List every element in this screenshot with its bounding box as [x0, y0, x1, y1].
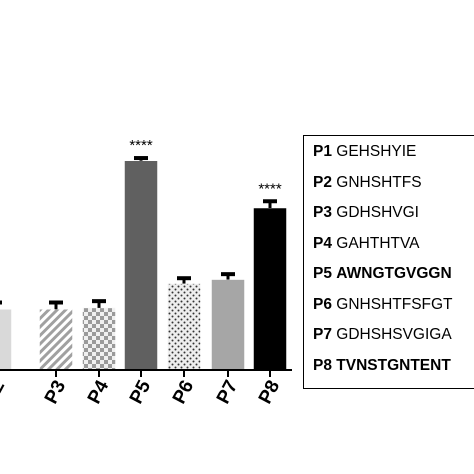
legend-entry-id: P2 — [313, 173, 332, 191]
error-bar-p4 — [92, 299, 106, 308]
bar-p2 — [0, 309, 12, 371]
x-tick-label-p3: P3 — [41, 377, 70, 407]
error-bar-p3 — [49, 300, 63, 310]
error-bar-p6 — [177, 276, 191, 284]
legend-entry-id: P8 — [313, 356, 332, 374]
legend-entry-p2: P2 GNHSHTFS — [313, 174, 422, 192]
error-bar-p8 — [263, 199, 277, 208]
bar-p3 — [39, 309, 73, 371]
bar-p4 — [82, 307, 116, 371]
x-tick-label-p8: P8 — [255, 377, 284, 407]
bar-p6 — [167, 283, 201, 371]
x-tick-label-p2: P2 — [0, 377, 9, 407]
legend-entry-p6: P6 GNHSHTFSFGT — [313, 296, 453, 314]
error-bar-p2 — [0, 300, 2, 305]
legend-entry-id: P3 — [313, 204, 332, 221]
legend-entry-sequence: GDHSHVGI — [336, 204, 419, 221]
legend-entry-sequence: GAHTHTVA — [336, 234, 420, 252]
x-tick-label-p6: P6 — [169, 377, 198, 407]
legend-box: P1 GEHSHYIE P2 GNHSHTFS P3 GDHSHVGI P4 GAHT… — [303, 135, 474, 389]
legend-entry-id: P7 — [313, 326, 332, 343]
bar-p7 — [211, 279, 245, 371]
x-tick-label-p7: P7 — [213, 377, 242, 407]
legend-entry-id: P5 — [313, 265, 332, 282]
bar-p8 — [253, 207, 287, 371]
legend-entry-sequence: AWNGTGVGGN — [336, 265, 452, 282]
legend-entry-id: P4 — [313, 234, 332, 252]
significance-label-p8: **** — [258, 180, 282, 197]
significance-label-p5: **** — [129, 137, 153, 154]
error-bar-p5 — [134, 156, 148, 161]
error-bar-p7 — [221, 272, 235, 280]
bar-p5 — [124, 160, 158, 371]
legend-entry-sequence: GEHSHYIE — [336, 143, 417, 160]
legend-entry-p7: P7 GDHSHSVGIGA — [313, 326, 452, 344]
legend-entry-sequence: GDHSHSVGIGA — [336, 326, 452, 343]
legend-entry-p1: P1 GEHSHYIE — [313, 143, 416, 161]
legend-entry-p5: P5 AWNGTGVGGN — [313, 265, 452, 283]
legend-entry-p3: P3 GDHSHVGI — [313, 204, 419, 222]
legend-entry-sequence: GNHSHTFS — [336, 173, 422, 191]
x-tick-label-p5: P5 — [126, 377, 156, 408]
legend-entry-id: P1 — [313, 143, 332, 160]
legend-entry-p4: P4 GAHTHTVA — [313, 235, 420, 253]
x-tick-label-p4: P4 — [84, 377, 114, 408]
legend-entry-id: P6 — [313, 295, 332, 313]
legend-entry-p8: P8 TVNSTGNTENT — [313, 357, 451, 375]
legend-entry-sequence: TVNSTGNTENT — [336, 356, 451, 374]
legend-entry-sequence: GNHSHTFSFGT — [336, 295, 453, 313]
